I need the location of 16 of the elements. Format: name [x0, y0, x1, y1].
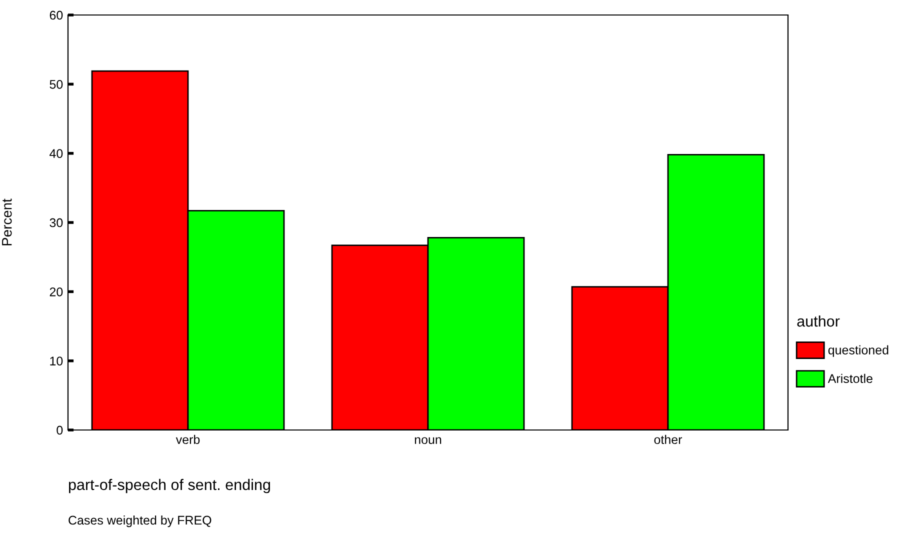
legend-label: Aristotle [828, 374, 872, 384]
x-tick-label: noun [414, 437, 442, 444]
x-axis-title: part-of-speech of sent. ending [68, 478, 270, 494]
x-tick-label: verb [176, 434, 200, 444]
y-axis-title: Percent [2, 198, 12, 246]
y-tick-label: 10 [50, 356, 63, 366]
y-tick-label: 60 [50, 10, 63, 20]
legend-label: questioned [828, 345, 888, 357]
x-tick-label: other [654, 434, 682, 444]
y-tick-label: 30 [50, 218, 63, 228]
legend-title: author [797, 315, 840, 327]
text: Cases weighted by FREQ [68, 515, 212, 528]
y-tick-label: 20 [50, 287, 63, 296]
y-tick-label: 40 [50, 149, 63, 158]
y-tick-label: 0 [56, 426, 63, 435]
y-tick-label: 50 [50, 80, 63, 89]
